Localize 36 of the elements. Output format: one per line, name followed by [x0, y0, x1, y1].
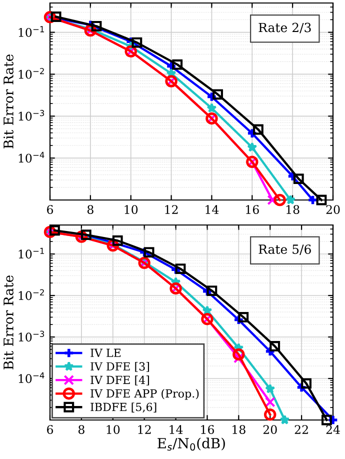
x-tick-label: 6: [47, 425, 54, 434]
annotation: Rate 5/6: [258, 244, 311, 255]
y-tick-label: 10$^{−3}$: [18, 110, 44, 121]
legend-label: IV DFE APP (Prop.): [90, 389, 199, 400]
x-tick-label: 14: [170, 425, 183, 434]
x-tick-label: 12: [165, 205, 178, 214]
y-tick-label: 10$^{−4}$: [18, 372, 44, 384]
y-tick-label: 10$^{−3}$: [18, 330, 44, 342]
y-tick-label: 10$^{−1}$: [18, 26, 44, 37]
legend-label: IBDFE [5,6]: [90, 402, 156, 413]
x-tick-label: 16: [201, 425, 214, 434]
legend-label: IV LE: [90, 348, 121, 357]
y-axis-title: Bit Error Rate: [4, 54, 14, 148]
legend-label: IV DFE [4]: [90, 376, 149, 386]
y-tick-label: 10$^{−1}$: [18, 248, 44, 259]
x-tick-label: 22: [294, 425, 308, 434]
x-tick-label: 6: [47, 205, 54, 214]
x-tick-label: 10: [106, 425, 120, 434]
x-tick-label: 24: [326, 425, 340, 434]
x-tick-label: 8: [78, 425, 84, 434]
annotation: Rate 2/3: [258, 22, 311, 34]
x-tick-label: 10: [124, 205, 138, 214]
legend-label: IV DFE [3]: [90, 362, 149, 372]
x-axis-title: E$_{s}$/N$_{0}$(dB): [158, 438, 225, 451]
y-tick-label: 10$^{−4}$: [18, 152, 44, 163]
x-tick-label: 8: [87, 205, 94, 214]
x-tick-label: 16: [246, 205, 259, 214]
x-tick-label: 20: [326, 205, 340, 214]
y-axis-title: Bit Error Rate: [4, 276, 14, 370]
x-tick-label: 12: [138, 425, 151, 434]
x-tick-label: 18: [286, 205, 300, 214]
y-tick-label: 10$^{−2}$: [18, 289, 44, 300]
x-tick-label: 18: [232, 425, 246, 434]
x-tick-label: 14: [206, 205, 219, 214]
x-tick-label: 20: [263, 425, 277, 434]
y-tick-label: 10$^{−2}$: [18, 68, 44, 79]
